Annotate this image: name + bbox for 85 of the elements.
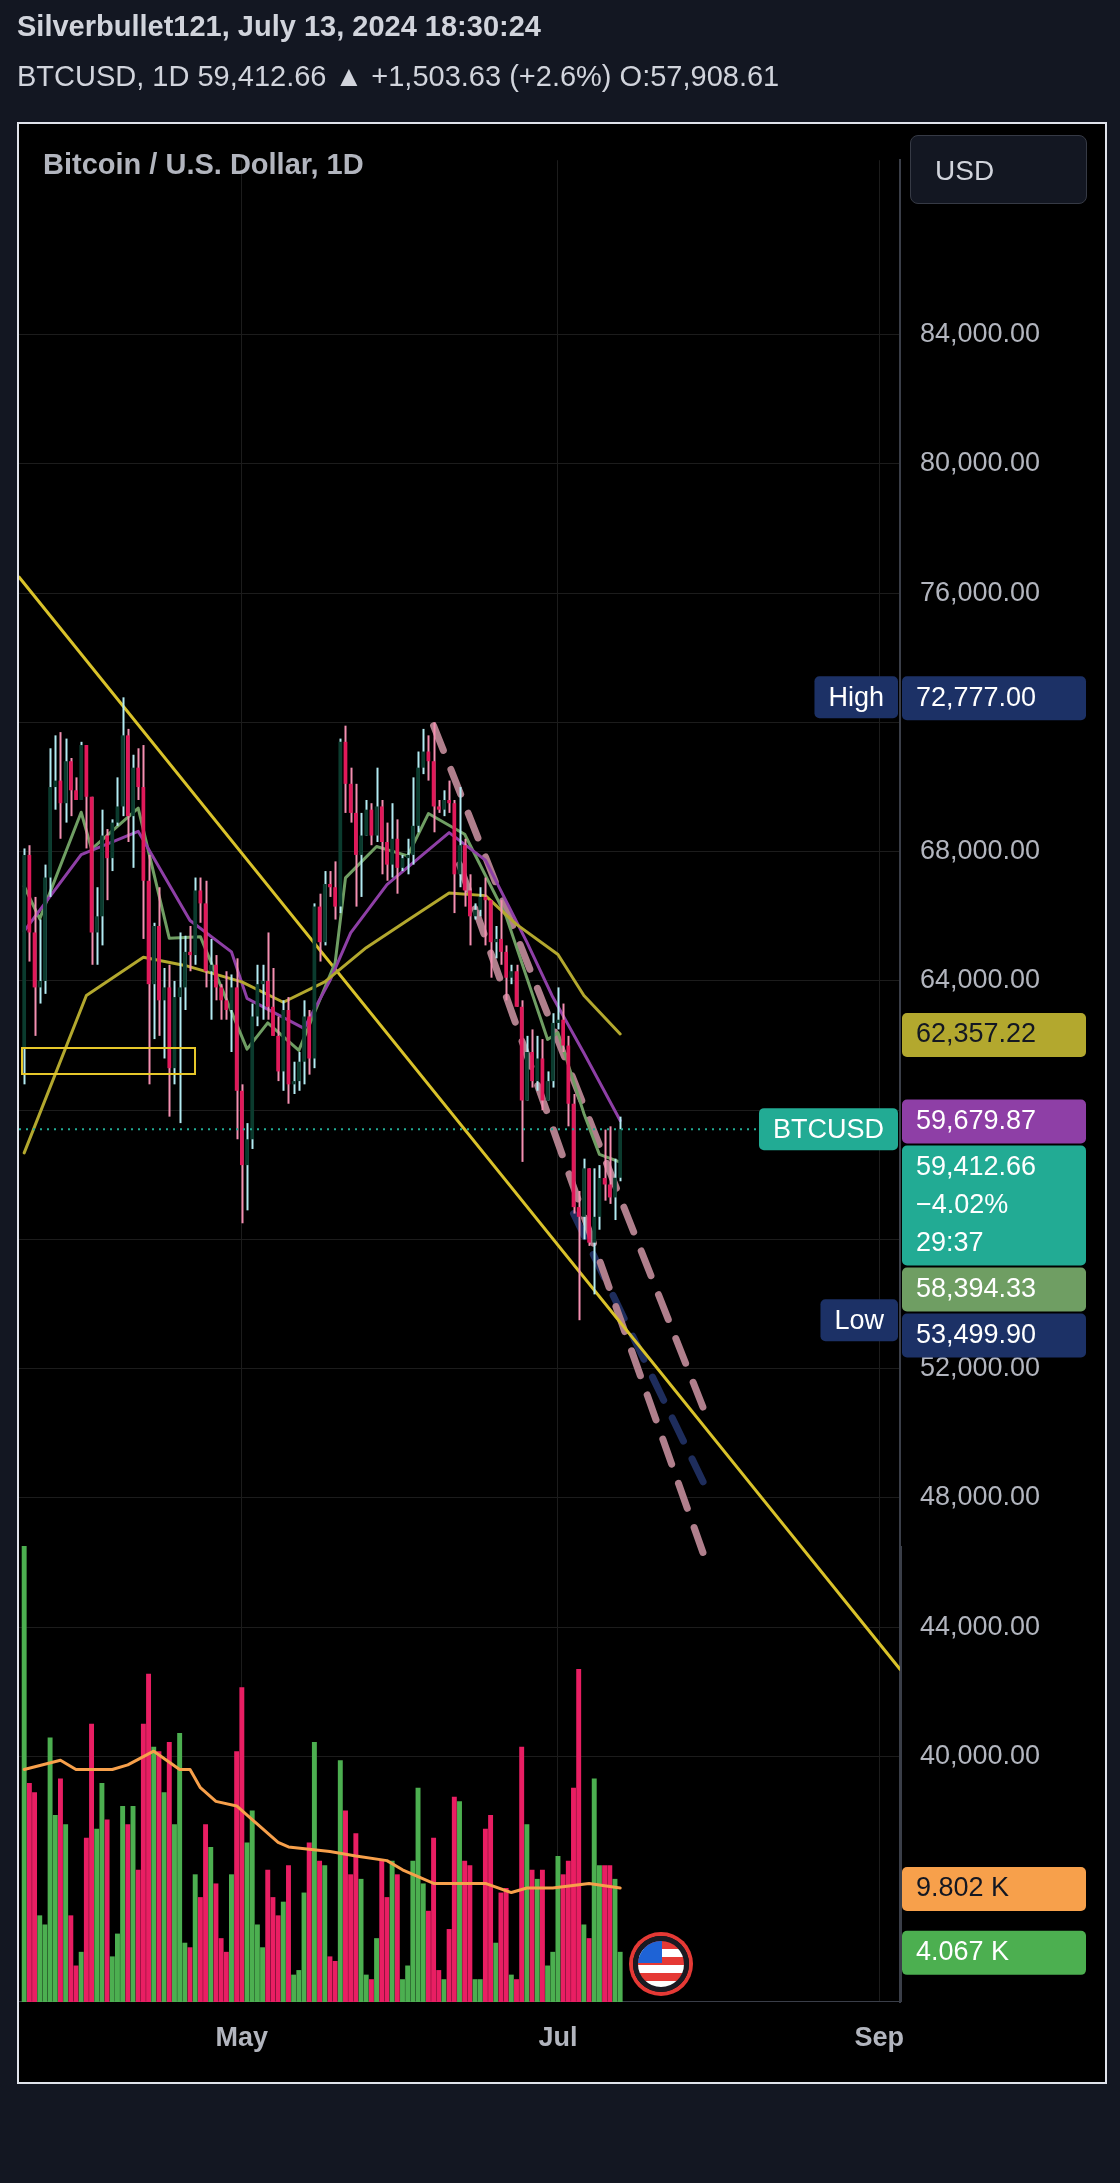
- bar: [311, 1742, 317, 2002]
- bar: [291, 1974, 297, 2002]
- x-tick-label: Sep: [854, 2021, 905, 2052]
- candlestick: [607, 1125, 612, 1205]
- bar: [21, 1546, 27, 2002]
- bar: [389, 1860, 395, 2002]
- bar: [166, 1742, 172, 2002]
- bar: [58, 1778, 63, 2002]
- bar: [151, 1746, 157, 2002]
- y-tick-label: 64,000.00: [920, 964, 1041, 995]
- candlestick: [224, 970, 229, 1021]
- bar: [477, 1979, 483, 2002]
- y-tick-label: 44,000.00: [920, 1610, 1041, 1641]
- text: 4.067 K: [916, 1936, 1010, 1967]
- text: 53,499.90: [916, 1318, 1037, 1349]
- bar: [379, 1860, 385, 2002]
- bar: [322, 1865, 328, 2002]
- candlestick: [162, 967, 166, 1060]
- bar: [63, 1824, 69, 2002]
- bar: [602, 1865, 608, 2002]
- candlestick: [509, 963, 514, 986]
- text: 58,394.33: [916, 1272, 1037, 1303]
- candlestick: [493, 925, 498, 960]
- bar: [208, 1846, 214, 2002]
- bar: [280, 1901, 286, 2002]
- bar: [374, 1938, 380, 2002]
- bar: [581, 1924, 587, 2002]
- chart-title: Silverbullet121, July 13, 2024 18:30:24: [17, 10, 541, 43]
- candlestick: [208, 937, 213, 1021]
- bar: [265, 1869, 271, 2002]
- y-tick-label: 68,000.00: [920, 835, 1041, 866]
- bar: [534, 1878, 540, 2002]
- bar: [161, 1792, 167, 2002]
- bar: [68, 1915, 74, 2002]
- bar: [394, 1874, 400, 2002]
- text: 59,679.87: [916, 1104, 1037, 1135]
- y-tick-label: 40,000.00: [920, 1739, 1041, 1770]
- bar: [286, 1865, 291, 2002]
- bar: [508, 1974, 514, 2002]
- bar: [441, 1979, 447, 2002]
- bar: [156, 1751, 162, 2002]
- bar: [337, 1760, 343, 2002]
- text: −4.02%: [916, 1188, 1009, 1219]
- bar: [306, 1842, 312, 2002]
- bar: [37, 1915, 43, 2002]
- y-tick-label: 80,000.00: [920, 447, 1041, 478]
- text: 59,412.66: [916, 1150, 1037, 1181]
- bar: [229, 1874, 234, 2002]
- y-tick-label: 48,000.00: [920, 1481, 1041, 1512]
- candlestick: [478, 886, 483, 918]
- text: USD: [910, 135, 1087, 204]
- annotation: Low: [834, 1304, 885, 1335]
- candlestick: [136, 747, 141, 801]
- y-tick-label: 52,000.00: [920, 1352, 1041, 1383]
- bar: [317, 1860, 323, 2002]
- x-tick-label: May: [215, 2021, 269, 2052]
- x-tick-label: Jul: [538, 2021, 578, 2052]
- candlestick: [105, 828, 109, 902]
- candlestick: [188, 925, 192, 973]
- bar: [78, 1951, 84, 2002]
- bar: [192, 1874, 198, 2002]
- candlestick: [333, 860, 337, 921]
- bar: [493, 1942, 499, 2002]
- annotation: Bitcoin / U.S. Dollar, 1D: [43, 148, 364, 181]
- annotation: High: [828, 681, 884, 712]
- bar: [368, 1979, 374, 2002]
- candlestick: [535, 1034, 540, 1092]
- y-tick-label: 76,000.00: [920, 576, 1041, 607]
- bar: [462, 1860, 468, 2002]
- text: 9.802 K: [916, 1872, 1010, 1903]
- chart-subtitle: BTCUSD, 1D 59,412.66 ▲ +1,503.63 (+2.6%) O:57,908.61: [17, 60, 780, 93]
- bar: [529, 1869, 535, 2002]
- bar: [457, 1801, 462, 2002]
- text: 29:37: [916, 1226, 984, 1257]
- bar: [586, 1938, 592, 2002]
- bar: [524, 1824, 530, 2002]
- y-tick-label: 84,000.00: [920, 318, 1041, 349]
- bar: [451, 1796, 457, 2002]
- candlestick: [442, 789, 446, 818]
- bar: [125, 1824, 131, 2002]
- ref-line-label: BTCUSD: [772, 1113, 885, 1144]
- text: 72,777.00: [916, 681, 1037, 712]
- bar: [539, 1869, 545, 2002]
- text: 62,357.22: [916, 1018, 1037, 1049]
- bar: [104, 1819, 110, 2002]
